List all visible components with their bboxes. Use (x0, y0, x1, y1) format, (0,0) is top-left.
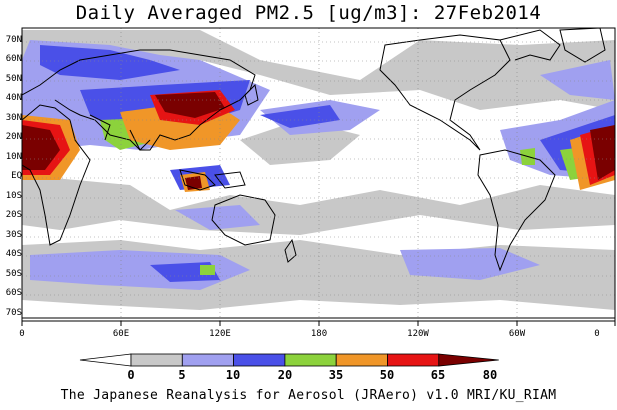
lat-label: 40N (5, 93, 22, 103)
lat-label: 70S (5, 308, 22, 318)
map-title: Daily Averaged PM2.5 [ug/m3]: 27Feb2014 (75, 2, 542, 24)
lat-label: EQ (11, 171, 22, 181)
lat-label: 50S (5, 269, 22, 279)
lon-label: 120W (407, 329, 429, 339)
legend-label: 50 (379, 368, 395, 382)
lat-label: 10N (5, 152, 22, 162)
legend-swatch (181, 353, 235, 367)
lat-label: 60N (5, 54, 22, 64)
lat-label: 10S (5, 191, 22, 201)
legend-label: 5 (178, 368, 186, 382)
lat-label: 20N (5, 132, 22, 142)
axis-ticks (21, 321, 616, 326)
legend-label: 10 (225, 368, 241, 382)
legend-swatch-low-arrow (79, 353, 132, 367)
lat-label: 30S (5, 230, 22, 240)
lat-label: 40S (5, 249, 22, 259)
legend-swatch (284, 353, 337, 367)
legend-swatch (387, 353, 440, 367)
lon-label: 60W (508, 329, 526, 339)
footer-credit: The Japanese Reanalysis for Aerosol (JRA… (60, 388, 557, 403)
legend-swatch-high-arrow (438, 353, 499, 367)
legend-label: 35 (328, 368, 344, 382)
coastlines (22, 28, 615, 319)
legend-swatch (130, 353, 183, 367)
lat-label: 60S (5, 288, 22, 298)
legend-label: 20 (277, 368, 293, 382)
lon-label: 0 (594, 329, 600, 339)
lat-label: 20S (5, 210, 22, 220)
lat-label: 50N (5, 74, 22, 84)
lat-label: 30N (5, 113, 22, 123)
legend-label: 0 (127, 368, 135, 382)
legend-swatch (335, 353, 388, 367)
lon-label: 60E (112, 329, 130, 339)
lat-label: 70N (5, 35, 22, 45)
legend-swatch (233, 353, 286, 367)
graticule (22, 28, 615, 321)
lon-label: 120E (209, 329, 231, 339)
lon-label: 180 (310, 329, 328, 339)
lon-label: 0 (19, 329, 25, 339)
legend-label: 80 (482, 368, 498, 382)
legend-label: 65 (430, 368, 446, 382)
